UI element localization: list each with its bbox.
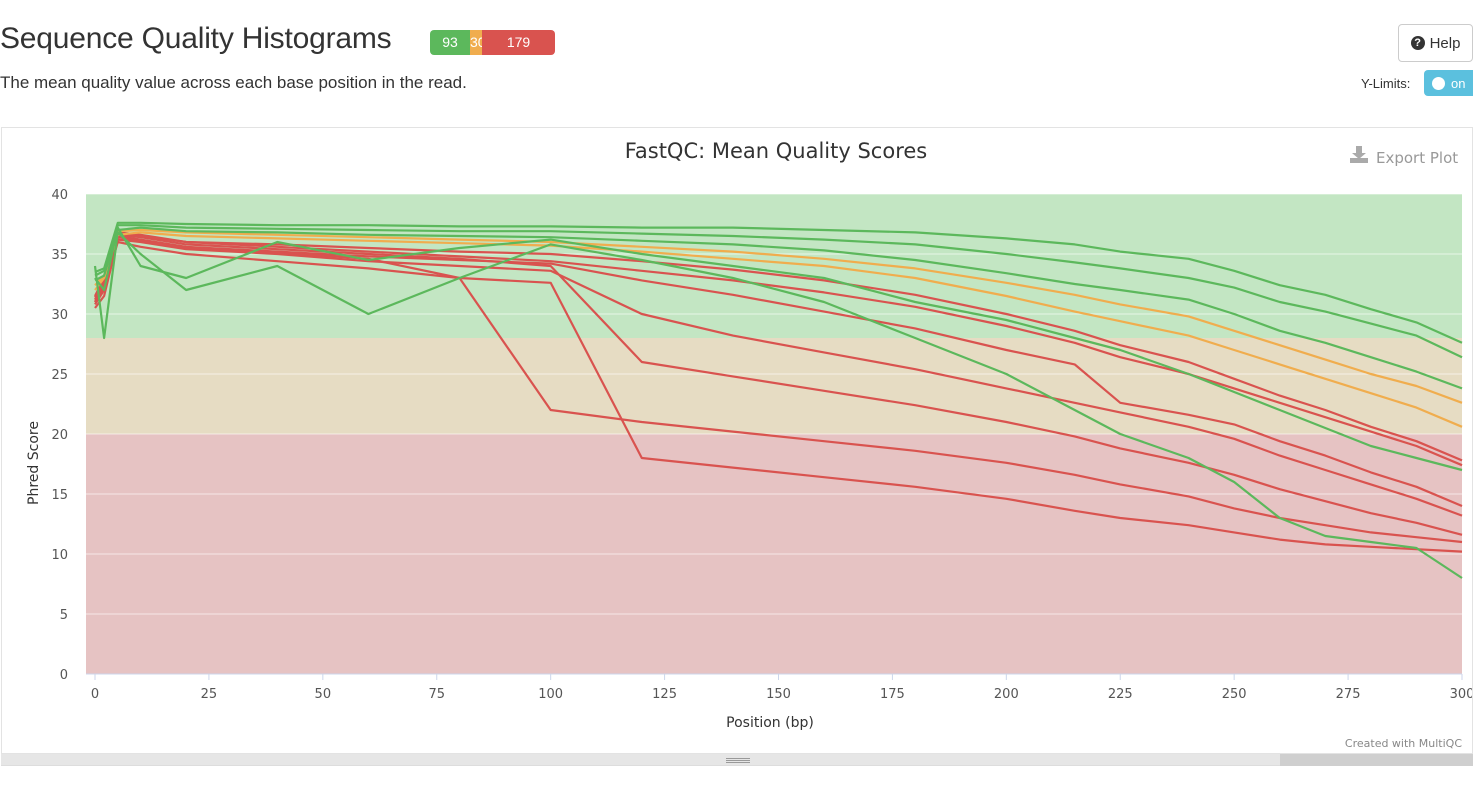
series-line-fail-12	[94, 236, 1463, 544]
x-tick-label: 250	[1222, 687, 1247, 702]
page-title: Sequence Quality Histograms	[0, 22, 392, 55]
question-circle-icon: ?	[1410, 36, 1425, 50]
x-tick-label: 125	[652, 687, 677, 702]
x-tick-label: 25	[201, 687, 218, 702]
x-axis-ticks: 0 25 50 75 100 125 150 175 200 225 250 275 300	[86, 673, 1473, 702]
x-tick-label: 100	[538, 687, 563, 702]
y-tick-label: 5	[60, 608, 68, 623]
x-tick-label: 225	[1108, 687, 1133, 702]
section-description: The mean quality value across each base …	[0, 73, 467, 92]
status-warn-count[interactable]: 30	[470, 30, 482, 55]
y-tick-label: 25	[51, 368, 68, 383]
x-axis-label: Position (bp)	[726, 715, 814, 731]
plot-resize-handle[interactable]	[1, 754, 1473, 766]
quality-chart[interactable]: FastQC: Mean Quality Scores Export Plot …	[2, 128, 1473, 753]
series-line-pass-2	[94, 226, 1463, 390]
x-tick-label: 275	[1336, 687, 1361, 702]
series-line-fail-8	[94, 234, 1463, 508]
x-tick-label: 75	[428, 687, 445, 702]
series-line-warn-5	[94, 231, 1463, 428]
series-line-pass-0	[94, 221, 1463, 344]
y-axis-label: Phred Score	[26, 421, 42, 505]
y-tick-label: 35	[51, 248, 68, 263]
y-tick-label: 0	[60, 668, 68, 683]
help-button[interactable]: ? Help	[1398, 24, 1473, 62]
toggle-knob-icon	[1432, 76, 1445, 90]
y-tick-label: 15	[51, 488, 68, 503]
ylimits-toggle-label: on	[1451, 75, 1466, 91]
resize-scroll-thumb[interactable]	[1280, 754, 1473, 766]
series-line-fail-11	[94, 240, 1463, 553]
y-tick-label: 20	[51, 428, 68, 443]
quality-band-0	[86, 194, 1462, 338]
series-line-fail-10	[94, 233, 1463, 536]
download-icon	[1350, 146, 1368, 163]
series-line-fail-13	[94, 232, 1463, 467]
grip-lines-icon	[726, 758, 750, 763]
plot-container: FastQC: Mean Quality Scores Export Plot …	[1, 127, 1473, 754]
multiqc-credit: Created with MultiQC	[1345, 737, 1462, 750]
series-line-fail-9	[94, 238, 1463, 517]
series-line-pass-3	[94, 226, 1463, 472]
y-tick-label: 40	[51, 188, 68, 203]
status-summary-bar[interactable]: 93 30 179	[430, 30, 555, 55]
export-plot-button[interactable]: Export Plot	[1350, 146, 1458, 167]
ylimits-label: Y-Limits:	[1361, 76, 1411, 91]
help-button-label: Help	[1429, 34, 1461, 52]
x-tick-label: 300	[1450, 687, 1472, 702]
x-tick-label: 150	[766, 687, 791, 702]
x-tick-label: 200	[994, 687, 1019, 702]
x-tick-label: 175	[880, 687, 905, 702]
status-fail-count[interactable]: 179	[482, 30, 555, 55]
y-axis-ticks: 0 5 10 15 20 25 30 35 40	[51, 188, 68, 683]
chart-title: FastQC: Mean Quality Scores	[625, 139, 928, 163]
ylimits-toggle[interactable]: on	[1424, 70, 1473, 96]
series-layer	[93, 221, 1463, 579]
series-line-warn-6	[94, 228, 1463, 404]
y-tick-label: 10	[51, 548, 68, 563]
series-line-pass-1	[94, 224, 1463, 359]
y-tick-label: 30	[51, 308, 68, 323]
x-tick-label: 50	[315, 687, 332, 702]
export-plot-label: Export Plot	[1376, 149, 1458, 167]
status-pass-count[interactable]: 93	[430, 30, 470, 55]
quality-band-1	[86, 338, 1462, 434]
x-tick-label: 0	[91, 687, 99, 702]
series-line-pass-4	[93, 231, 1463, 579]
